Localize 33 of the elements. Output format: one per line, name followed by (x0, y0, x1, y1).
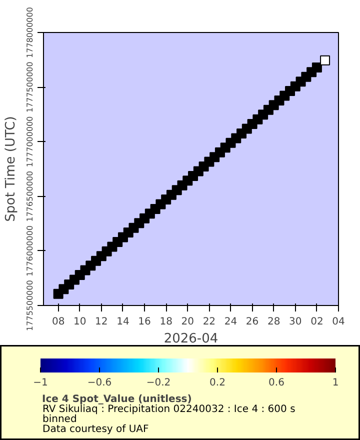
y-tick-label: 1776000000 (26, 225, 34, 276)
x-tick-label: 02 (310, 316, 324, 328)
point (312, 62, 322, 72)
color-bar-label: 0.6 (268, 378, 284, 388)
x-tick-label: 22 (202, 316, 216, 328)
text: Ice 4 Spot_Value (unitless) (42, 394, 192, 404)
text: Data courtesy of UAF (42, 424, 149, 435)
x-tick-label: 24 (224, 316, 238, 328)
y-tick-label: 1776500000 (26, 170, 34, 222)
y-tick-label: 1775500000 (26, 280, 34, 331)
color-bar-label: −1 (33, 378, 48, 388)
x-tick-label: 16 (138, 316, 151, 328)
x-tick-label: 28 (267, 316, 280, 328)
color-bar-label: 1 (332, 378, 339, 388)
x-tick-label: 18 (160, 316, 172, 328)
x-tick-label: 14 (116, 316, 130, 328)
color-bar-label: −0.2 (146, 378, 171, 388)
y-tick-label: 1778000000 (26, 7, 34, 58)
text: RV Sikuliaq : Precipitation 02240032 : Ice 4 : 600 s binned (42, 404, 296, 425)
x-tick-label: 26 (246, 316, 259, 328)
x-tick-label: 20 (181, 316, 194, 328)
point (320, 55, 330, 66)
color-bar-label: 0.2 (210, 378, 226, 388)
y-axis-title: Spot Time (UTC) (4, 116, 18, 222)
y-tick-label: 1777000000 (26, 116, 34, 168)
x-tick-label: 10 (74, 316, 86, 328)
y-tick-label: 1777500000 (26, 62, 34, 113)
color-bar-label: −0.6 (87, 378, 112, 388)
x-tick-label: 12 (95, 316, 108, 328)
x-axis-title: 2026-04 (164, 332, 218, 346)
x-tick-label: 30 (289, 316, 302, 328)
x-tick-label: 04 (332, 316, 345, 328)
x-tick-label: 08 (52, 316, 65, 328)
